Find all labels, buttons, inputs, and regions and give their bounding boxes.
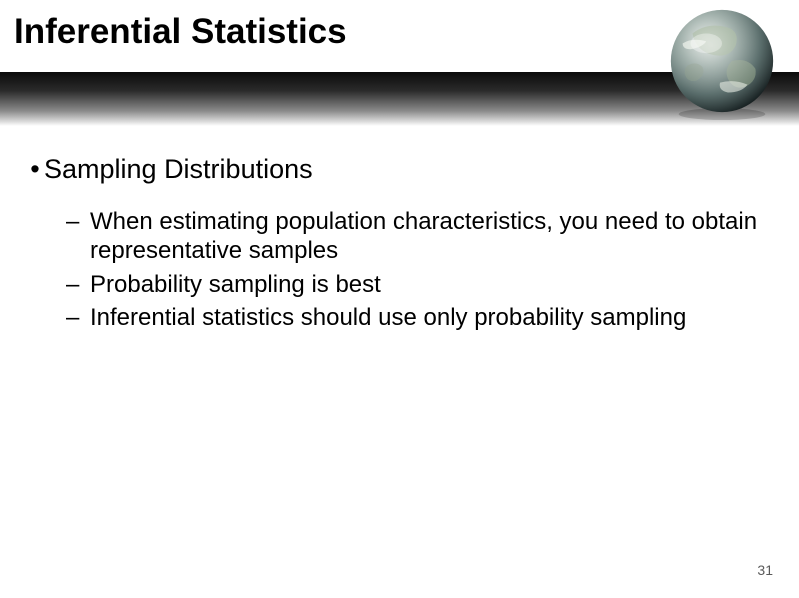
subbullet-text: Probability sampling is best (90, 270, 759, 299)
bullet-level1: • Sampling Distributions (26, 154, 759, 185)
subbullet-text: Inferential statistics should use only p… (90, 303, 759, 332)
dash-glyph: – (66, 270, 90, 299)
dash-glyph: – (66, 207, 90, 236)
subbullet-text: When estimating population characteristi… (90, 207, 759, 266)
content-area: • Sampling Distributions – When estimati… (26, 150, 759, 336)
dash-glyph: – (66, 303, 90, 332)
globe-icon (663, 4, 781, 122)
title-area: Inferential Statistics (0, 0, 799, 130)
slide: Inferential Statistics (0, 0, 799, 598)
page-number: 31 (757, 562, 773, 578)
bullet-text: Sampling Distributions (44, 154, 759, 185)
bullet-glyph: • (26, 154, 44, 185)
bullet-level2: – When estimating population characteris… (66, 207, 759, 266)
bullet-level2: – Probability sampling is best (66, 270, 759, 299)
slide-title: Inferential Statistics (14, 12, 347, 52)
bullet-level2: – Inferential statistics should use only… (66, 303, 759, 332)
